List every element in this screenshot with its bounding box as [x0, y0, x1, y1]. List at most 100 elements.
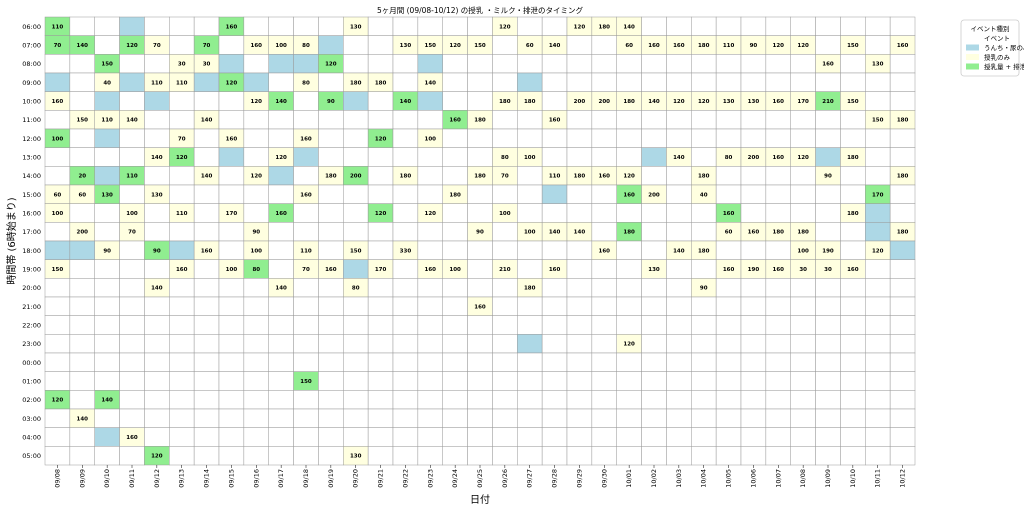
heatmap-cell-empty	[417, 315, 443, 335]
cell-value-label: 120	[226, 80, 238, 86]
cell-value-label: 180	[350, 80, 362, 86]
heatmap-cell-empty	[591, 259, 617, 279]
cell-value-label: 120	[52, 398, 64, 404]
y-tick-label: 11:00	[22, 116, 41, 124]
heatmap-cell-empty	[691, 222, 717, 242]
heatmap-cell-empty	[765, 390, 791, 410]
heatmap-cell-empty	[889, 371, 916, 391]
heatmap-cell-empty	[268, 184, 294, 204]
heatmap-cell-empty	[865, 91, 891, 111]
cell-value-label: 160	[773, 155, 785, 161]
heatmap-cell-empty	[616, 259, 642, 279]
heatmap-cell-empty	[119, 278, 145, 298]
heatmap-cell-empty	[218, 390, 245, 410]
heatmap-cell-empty	[517, 390, 543, 410]
heatmap-cell-empty	[591, 334, 617, 354]
heatmap-cell-empty	[144, 352, 170, 372]
heatmap-cell-empty	[815, 371, 841, 391]
cell-value-label: 200	[350, 174, 362, 180]
cell-value-label: 170	[375, 267, 387, 273]
heatmap-cell-empty	[840, 222, 866, 242]
heatmap-cell-empty	[591, 72, 617, 92]
heatmap-cell-empty	[889, 259, 916, 279]
cell-value-label: 150	[300, 379, 312, 385]
heatmap-cell-empty	[169, 222, 195, 242]
cell-value-label: 180	[897, 174, 909, 180]
heatmap-cell-excretion	[517, 72, 543, 92]
heatmap-cell-empty	[691, 54, 717, 74]
cell-value-label: 90	[750, 43, 758, 49]
heatmap-cell-empty	[740, 54, 767, 74]
cell-value-label: 150	[101, 62, 113, 68]
chart-title: 5ヶ月間 (09/08-10/12) の授乳 ・ミルク・排泄のタイミング	[377, 5, 584, 15]
heatmap-cell-empty	[691, 72, 717, 92]
heatmap-cell-empty	[119, 259, 145, 279]
cell-value-label: 130	[350, 454, 362, 460]
heatmap-cell-empty	[492, 54, 518, 74]
heatmap-cell-excretion	[417, 54, 443, 74]
heatmap-cell-empty	[293, 390, 319, 410]
heatmap-cell-empty	[740, 371, 767, 391]
heatmap-cell-empty	[865, 278, 891, 298]
heatmap-cell-empty	[392, 54, 419, 74]
x-tick-label: 09/09	[78, 469, 86, 488]
heatmap-cell-empty	[517, 259, 543, 279]
heatmap-cell-empty	[367, 184, 394, 204]
cell-value-label: 140	[151, 155, 163, 161]
heatmap-cell-empty	[243, 352, 269, 372]
heatmap-cell-empty	[740, 110, 767, 130]
heatmap-cell-empty	[840, 278, 866, 298]
heatmap-cell-empty	[243, 16, 269, 36]
heatmap-cell-empty	[591, 203, 617, 223]
heatmap-cell-empty	[218, 296, 245, 316]
heatmap-cell-empty	[243, 203, 269, 223]
cell-value-label: 130	[723, 99, 735, 105]
heatmap-cell-empty	[243, 54, 269, 74]
heatmap-cell-empty	[815, 35, 841, 55]
heatmap-cell-empty	[840, 184, 866, 204]
heatmap-cell-empty	[69, 203, 95, 223]
heatmap-cell-empty	[69, 91, 95, 111]
heatmap-cell-empty	[566, 408, 593, 428]
heatmap-cell-empty	[343, 371, 369, 391]
heatmap-cell-empty	[591, 35, 617, 55]
cell-value-label: 200	[599, 99, 611, 105]
heatmap-cell-empty	[169, 334, 195, 354]
heatmap-cell-empty	[94, 334, 120, 354]
cell-value-label: 120	[773, 43, 785, 49]
heatmap-cell-empty	[566, 184, 593, 204]
heatmap-cell-empty	[666, 296, 692, 316]
heatmap-cell-empty	[44, 427, 71, 447]
heatmap-cell-empty	[392, 128, 419, 148]
x-tick-labels: 09/08 09/09 09/10 09/11 09/12 09/13 09/14 09/15…	[53, 465, 907, 488]
cell-value-label: 60	[625, 43, 633, 49]
heatmap-cell-empty	[218, 222, 245, 242]
heatmap-cell-empty	[144, 16, 170, 36]
heatmap-cell-empty	[641, 334, 667, 354]
heatmap-cell-empty	[715, 334, 742, 354]
cell-value-label: 100	[797, 248, 809, 254]
cell-value-label: 100	[52, 211, 64, 217]
heatmap-cell-empty	[193, 296, 220, 316]
heatmap-cell-empty	[541, 54, 568, 74]
heatmap-cell-empty	[119, 390, 145, 410]
heatmap-cell-empty	[243, 427, 269, 447]
heatmap-cell-empty	[44, 296, 71, 316]
heatmap-cell-empty	[268, 110, 294, 130]
heatmap-cell-empty	[119, 296, 145, 316]
heatmap-cell-empty	[119, 147, 145, 167]
heatmap-cell-empty	[293, 334, 319, 354]
heatmap-cell-empty	[815, 352, 841, 372]
x-tick-label: 10/02	[650, 469, 658, 488]
cell-value-label: 120	[797, 155, 809, 161]
heatmap-cell-empty	[417, 296, 443, 316]
heatmap-cell-empty	[865, 296, 891, 316]
cell-value-label: 130	[748, 99, 760, 105]
heatmap-cell-empty	[591, 371, 617, 391]
heatmap-cell-empty	[641, 408, 667, 428]
heatmap-cell-empty	[343, 427, 369, 447]
heatmap-cell-empty	[765, 54, 791, 74]
heatmap-cell-empty	[243, 296, 269, 316]
cell-value-label: 180	[698, 174, 710, 180]
x-tick-label: 10/01	[625, 469, 633, 488]
